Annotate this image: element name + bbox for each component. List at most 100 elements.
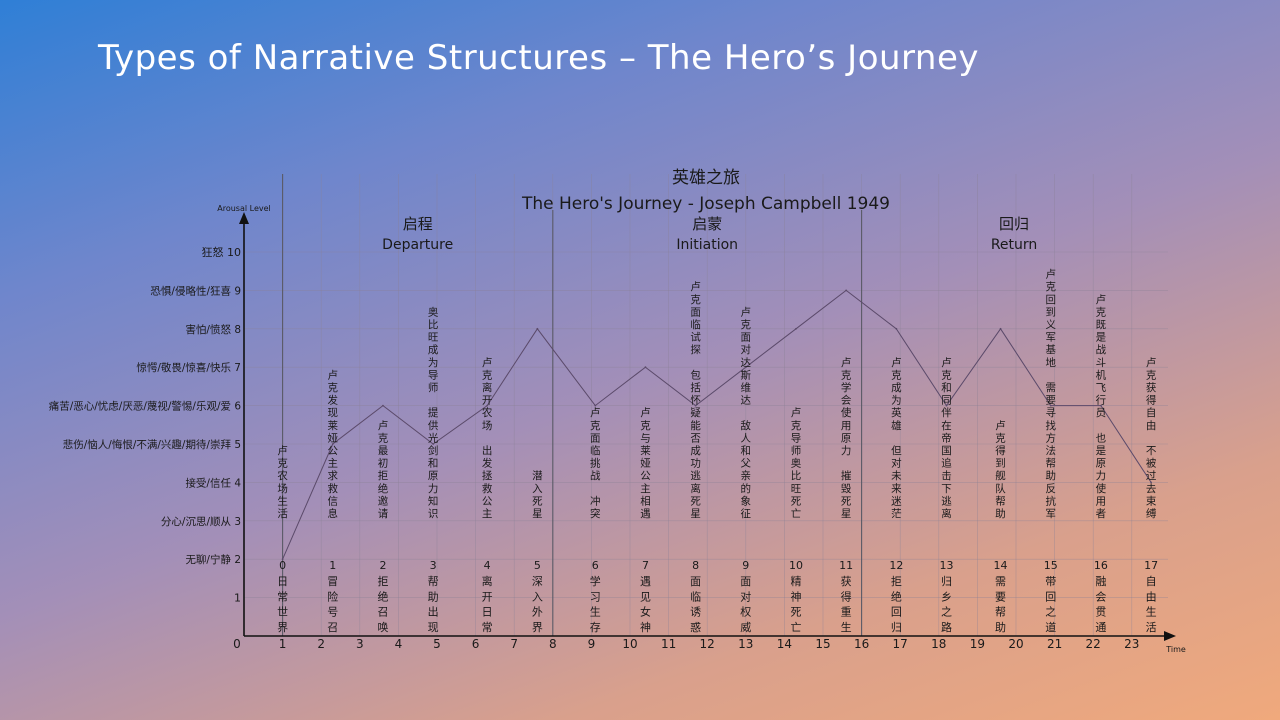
- stage-name: 日常世界: [277, 575, 288, 634]
- stage-number: 0: [279, 559, 286, 572]
- x-tick-label: 18: [931, 637, 946, 651]
- x-axis-arrow: [1164, 631, 1176, 641]
- y-tick-label: 无聊/宁静 2: [185, 553, 241, 566]
- section-label-en: Initiation: [676, 237, 738, 253]
- data-point: [644, 366, 647, 369]
- stage-description: 卢克获得自由 不被过去束缚: [1146, 356, 1157, 520]
- grid: [244, 174, 1168, 636]
- stage-number: 13: [940, 559, 954, 572]
- x-tick-label: 20: [1008, 637, 1023, 651]
- stage-name: 带回之道: [1045, 575, 1056, 634]
- y-axis-arrow: [239, 212, 249, 224]
- stage-description: 卢克农场生活: [277, 444, 288, 520]
- stage-labels: 卢克农场生活 0 日常世界 卢克发现莱娅公主求救信息 1 冒险号召 卢克最初拒绝邀请 2 拒绝召…: [277, 268, 1158, 634]
- section-dividers: 启程 Departure 启蒙 Initiation 回归 Return: [282, 174, 1037, 636]
- data-point: [1150, 481, 1152, 484]
- stage-number: 2: [379, 559, 386, 572]
- y-tick-label: 1: [234, 592, 241, 605]
- data-point: [999, 327, 1002, 330]
- x-tick-label: 14: [777, 637, 792, 651]
- stage-description: 卢克面对达斯维达 敌人和父亲的象征: [741, 305, 752, 520]
- data-point: [331, 443, 334, 445]
- stage-description: 卢克学会使用原力 摧毁死星: [841, 356, 852, 520]
- y-tick-label: 害怕/愤怒 8: [185, 323, 241, 336]
- stage-number: 17: [1144, 559, 1158, 572]
- section-label-cn: 启蒙: [692, 215, 722, 233]
- x-tick-label: 8: [549, 637, 557, 651]
- stage-description: 卢克离开农场 出发拯救公主: [482, 356, 493, 520]
- x-tick-label: 5: [433, 637, 441, 651]
- stage-name: 自由生活: [1146, 575, 1157, 634]
- stage-name: 深入外界: [532, 575, 543, 634]
- stage-number: 10: [789, 559, 803, 572]
- stage-name: 需要帮助: [995, 575, 1006, 634]
- y-tick-label: 接受/信任 4: [185, 476, 241, 489]
- section-label-cn: 启程: [403, 215, 433, 233]
- stage-number: 11: [839, 559, 853, 572]
- data-point: [694, 404, 697, 407]
- x-tick-label: 23: [1124, 637, 1139, 651]
- stage-number: 12: [889, 559, 903, 572]
- stage-description: 卢克最初拒绝邀请: [378, 419, 389, 520]
- data-point: [1049, 404, 1052, 407]
- stage-number: 16: [1094, 559, 1108, 572]
- y-tick-label: 悲伤/恼人/悔恨/不满/兴趣/期待/崇拜 5: [63, 438, 241, 451]
- stage-number: 1: [329, 559, 336, 572]
- chart-subtitle: The Hero's Journey - Joseph Campbell 194…: [521, 194, 890, 214]
- x-tick-label: 7: [510, 637, 518, 651]
- stage-name: 面对权威: [740, 575, 751, 634]
- stage-name: 融会贯通: [1095, 575, 1106, 634]
- slide-title: Types of Narrative Structures – The Hero…: [98, 38, 980, 78]
- y-tick-label: 恐惧/侵略性/狂喜 9: [150, 284, 241, 297]
- data-point: [536, 327, 539, 330]
- stage-name: 冒险号召: [327, 575, 338, 634]
- y-axis-label: Arousal Level: [217, 204, 271, 213]
- stage-number: 15: [1044, 559, 1058, 572]
- data-point: [281, 558, 284, 561]
- stage-description: 卢克和同伴在帝国追击下逃离: [941, 356, 952, 520]
- x-tick-label: 16: [854, 637, 869, 651]
- stage-name: 归乡之路: [941, 574, 952, 634]
- stage-name: 离开日常: [482, 574, 493, 634]
- stage-description: 卢克面临挑战 冲突: [590, 406, 601, 520]
- section-label-cn: 回归: [999, 215, 1029, 233]
- stage-name: 拒绝召唤: [377, 575, 388, 634]
- x-tick-label: 11: [661, 637, 676, 651]
- data-point: [486, 404, 489, 407]
- x-tick-label: 15: [815, 637, 830, 651]
- stage-description: 卢克面临试探 包括怀疑能否成功逃离死星: [690, 280, 701, 520]
- x-tick-label: 19: [970, 637, 985, 651]
- section-label-en: Return: [991, 237, 1037, 253]
- stage-description: 潜入死星: [532, 469, 543, 520]
- x-tick-label: 13: [738, 637, 753, 651]
- data-point: [382, 404, 384, 407]
- data-point: [594, 404, 597, 407]
- stage-name: 帮助出现: [428, 575, 439, 634]
- stage-name: 学习生存: [590, 574, 601, 634]
- section-label-en: Departure: [382, 237, 453, 253]
- chart-titles: 英雄之旅 The Hero's Journey - Joseph Campbell…: [521, 168, 890, 214]
- x-tick-label: 1: [279, 637, 287, 651]
- x-tick-label: 4: [395, 637, 403, 651]
- stage-description: 卢克导师奥比旺死亡: [791, 406, 802, 520]
- stage-name: 遇见女神: [640, 575, 651, 634]
- y-tick-label: 惊愕/敬畏/惊喜/快乐 7: [136, 361, 241, 374]
- stage-description: 卢克成为英雄 但对未来迷茫: [891, 356, 902, 520]
- stage-description: 卢克既是战斗机飞行员 也是原力使用者: [1096, 293, 1107, 520]
- chart-title: 英雄之旅: [672, 168, 740, 188]
- y-tick-label: 狂怒 10: [202, 245, 242, 259]
- stage-name: 面临诱惑: [690, 575, 701, 634]
- stage-description: 卢克发现莱娅公主求救信息: [328, 368, 339, 520]
- stage-description: 卢克得到舰队帮助: [995, 419, 1006, 520]
- y-tick-label: 分心/沉思/顺从 3: [161, 515, 241, 528]
- x-tick-label: 22: [1086, 637, 1101, 651]
- stage-number: 14: [994, 559, 1008, 572]
- stage-name: 精神死亡: [790, 575, 801, 634]
- x-axis-label: Time: [1165, 645, 1186, 654]
- data-point: [845, 289, 848, 292]
- data-point: [945, 404, 948, 407]
- x-tick-label: 9: [588, 637, 596, 651]
- data-point: [1100, 404, 1102, 407]
